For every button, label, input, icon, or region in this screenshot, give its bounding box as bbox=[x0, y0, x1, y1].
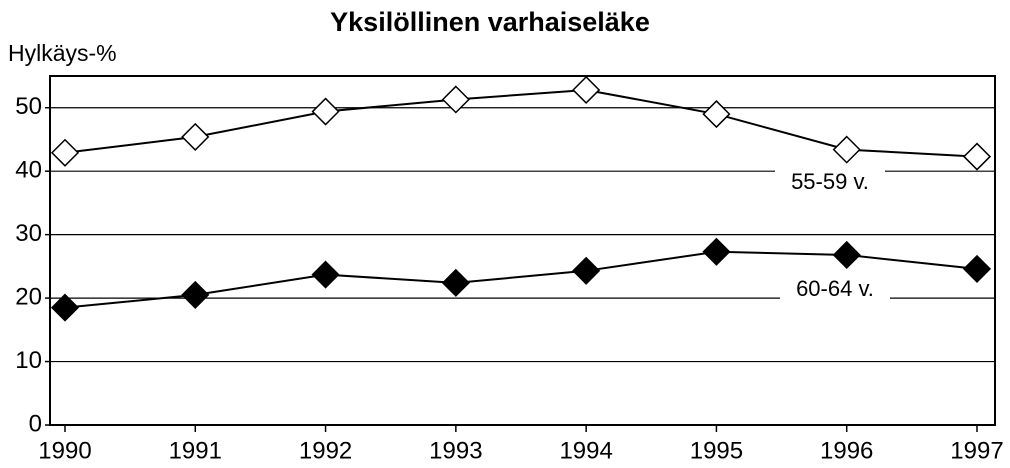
y-tick-label: 10 bbox=[15, 347, 42, 374]
x-tick-label: 1996 bbox=[820, 437, 873, 464]
y-tick-label: 30 bbox=[15, 220, 42, 247]
x-tick-label: 1990 bbox=[38, 437, 91, 464]
marker bbox=[702, 237, 731, 266]
label-bg bbox=[780, 276, 890, 304]
y-axis-label: Hylkäys-% bbox=[8, 40, 117, 66]
series-line bbox=[64, 250, 978, 309]
marker bbox=[50, 138, 80, 167]
marker bbox=[572, 256, 601, 285]
x-tick-label: 1991 bbox=[169, 437, 222, 464]
x-tick-label: 1992 bbox=[299, 437, 352, 464]
marker bbox=[962, 254, 992, 283]
marker bbox=[441, 85, 470, 114]
marker bbox=[441, 268, 470, 297]
y-tick-label: 40 bbox=[15, 157, 42, 184]
marker bbox=[181, 122, 210, 151]
marker bbox=[572, 75, 601, 105]
chart-title: Yksilöllinen varhaiseläke bbox=[330, 7, 650, 37]
marker bbox=[962, 142, 992, 171]
marker bbox=[50, 293, 80, 322]
label-bg bbox=[775, 169, 885, 197]
y-tick-label: 0 bbox=[29, 410, 42, 437]
x-tick-label: 1993 bbox=[429, 437, 482, 464]
y-tick-label: 50 bbox=[15, 93, 42, 120]
x-tick-label: 1994 bbox=[559, 437, 612, 464]
marker bbox=[702, 100, 731, 129]
x-tick-label: 1997 bbox=[950, 437, 1003, 464]
marker bbox=[311, 260, 340, 289]
marker bbox=[181, 280, 210, 309]
series-label: 60-64 v. bbox=[796, 276, 874, 301]
plot-frame bbox=[49, 75, 996, 426]
marker bbox=[832, 240, 861, 270]
marker bbox=[311, 97, 340, 126]
series-line bbox=[64, 88, 978, 158]
x-tick-label: 1995 bbox=[690, 437, 743, 464]
series-label: 55-59 v. bbox=[791, 169, 869, 194]
y-tick-label: 20 bbox=[15, 283, 42, 310]
marker bbox=[832, 135, 861, 164]
